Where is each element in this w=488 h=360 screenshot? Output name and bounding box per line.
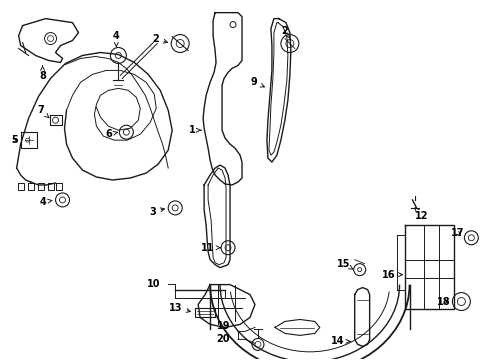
Text: 7: 7 <box>37 105 49 118</box>
Text: 16: 16 <box>381 270 402 280</box>
Text: 20: 20 <box>216 334 229 345</box>
Text: 10: 10 <box>146 279 160 289</box>
Text: 8: 8 <box>39 66 46 81</box>
Text: 17: 17 <box>450 228 463 238</box>
Text: 1: 1 <box>188 125 201 135</box>
Text: 6: 6 <box>105 129 117 139</box>
Text: 2: 2 <box>152 33 167 44</box>
Text: 12: 12 <box>414 208 427 221</box>
Text: 14: 14 <box>330 336 349 346</box>
Text: 2: 2 <box>281 26 289 39</box>
Text: 3: 3 <box>148 207 164 217</box>
Text: 9: 9 <box>250 77 264 87</box>
Text: 4: 4 <box>113 31 120 46</box>
Text: 18: 18 <box>436 297 449 306</box>
Text: 15: 15 <box>336 259 352 269</box>
Text: 19: 19 <box>216 321 229 332</box>
Text: 5: 5 <box>11 135 18 145</box>
Text: 13: 13 <box>168 302 190 312</box>
Text: 4: 4 <box>39 197 52 207</box>
Text: 11: 11 <box>201 243 220 253</box>
